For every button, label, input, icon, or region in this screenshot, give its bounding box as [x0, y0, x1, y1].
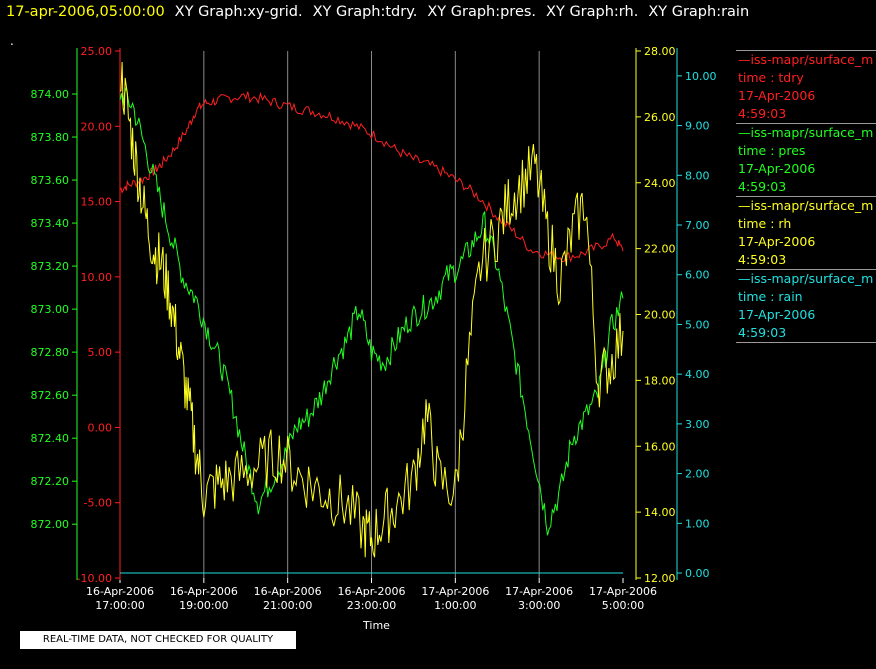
legend-series-time: 4:59:03: [738, 325, 787, 340]
legend-series-time: 4:59:03: [738, 106, 787, 121]
header-graph-pres: XY Graph:pres.: [427, 4, 537, 20]
legend-series-date: 17-Apr-2006: [738, 234, 816, 249]
tdry-tick-label: 15.00: [81, 196, 113, 209]
x-tick-label: 23:00:00: [347, 599, 396, 612]
legend-series-date: 17-Apr-2006: [738, 161, 816, 176]
legend-series-var: time : tdry: [738, 70, 804, 85]
x-tick-label: 1:00:00: [434, 599, 476, 612]
legend-entry-pres: —iss-mapr/surface_m time : pres 17-Apr-2…: [736, 123, 876, 196]
legend-series-line: —iss-mapr/surface_m: [738, 125, 874, 140]
header-graph-xy-grid: XY Graph:xy-grid.: [174, 4, 303, 20]
rh-tick-label: 16.00: [644, 440, 676, 453]
x-tick-label: 16-Apr-2006: [170, 585, 238, 598]
x-tick-label: 17-Apr-2006: [505, 585, 573, 598]
pres-tick-label: 872.80: [31, 346, 70, 359]
rh-tick-label: 18.00: [644, 374, 676, 387]
legend-series-time: 4:59:03: [738, 179, 787, 194]
rain-tick-label: 6.00: [685, 269, 710, 282]
pres-tick-label: 873.20: [31, 260, 70, 273]
x-axis-label: Time: [362, 619, 390, 632]
x-tick-label: 17-Apr-2006: [589, 585, 657, 598]
legend-series-line: —iss-mapr/surface_m: [738, 52, 874, 67]
tdry-tick-label: 20.00: [81, 120, 113, 133]
legend-entry-rh: —iss-mapr/surface_m time : rh 17-Apr-200…: [736, 196, 876, 269]
series-pres-line: [119, 87, 624, 536]
rain-tick-label: 2.00: [685, 468, 710, 481]
tdry-tick-label: 0.00: [88, 421, 113, 434]
legend-series-var: time : rh: [738, 216, 792, 231]
pres-tick-label: 873.40: [31, 217, 70, 230]
rh-tick-label: 28.00: [644, 45, 676, 58]
legend-entry-tdry: —iss-mapr/surface_m time : tdry 17-Apr-2…: [736, 50, 876, 123]
rh-tick-label: 20.00: [644, 309, 676, 322]
pres-tick-label: 873.60: [31, 174, 70, 187]
marker-dot: .: [10, 34, 14, 48]
pres-tick-label: 872.60: [31, 389, 70, 402]
x-tick-label: 21:00:00: [263, 599, 312, 612]
rain-tick-label: 5.00: [685, 318, 710, 331]
x-tick-label: 3:00:00: [518, 599, 560, 612]
legend-series-date: 17-Apr-2006: [738, 307, 816, 322]
rain-tick-label: 8.00: [685, 169, 710, 182]
x-tick-label: 17-Apr-2006: [421, 585, 489, 598]
rh-tick-label: 24.00: [644, 177, 676, 190]
rain-tick-label: 7.00: [685, 219, 710, 232]
x-tick-label: 16-Apr-2006: [337, 585, 405, 598]
pres-tick-label: 872.20: [31, 475, 70, 488]
tdry-tick-label: 10.00: [81, 271, 113, 284]
rh-tick-label: 22.00: [644, 243, 676, 256]
rh-tick-label: 14.00: [644, 506, 676, 519]
rh-tick-label: 12.00: [644, 572, 676, 585]
x-tick-label: 19:00:00: [179, 599, 228, 612]
pres-tick-label: 872.40: [31, 432, 70, 445]
series-rh-line: [119, 61, 624, 558]
legend-series-date: 17-Apr-2006: [738, 88, 816, 103]
tdry-tick-label: -10.00: [77, 572, 112, 585]
legend-series-var: time : pres: [738, 143, 806, 158]
quality-disclaimer: REAL-TIME DATA, NOT CHECKED FOR QUALITY: [20, 631, 296, 649]
rain-tick-label: 1.00: [685, 517, 710, 530]
x-tick-label: 16-Apr-2006: [254, 585, 322, 598]
chart-header: 17-apr-2006,05:00:00 XY Graph:xy-grid. XY …: [6, 4, 749, 20]
pres-tick-label: 872.00: [31, 518, 70, 531]
series-tdry-line: [119, 91, 624, 263]
tdry-tick-label: 25.00: [81, 45, 113, 58]
legend-series-line: —iss-mapr/surface_m: [738, 198, 874, 213]
legend: —iss-mapr/surface_m time : tdry 17-Apr-2…: [736, 50, 876, 343]
tdry-tick-label: 5.00: [88, 346, 113, 359]
rain-tick-label: 4.00: [685, 368, 710, 381]
rain-tick-label: 10.00: [685, 70, 717, 83]
legend-series-line: —iss-mapr/surface_m: [738, 271, 874, 286]
header-datetime: 17-apr-2006,05:00:00: [6, 4, 165, 20]
pres-tick-label: 873.80: [31, 131, 70, 144]
rain-tick-label: 3.00: [685, 418, 710, 431]
x-tick-label: 5:00:00: [602, 599, 644, 612]
legend-entry-rain: —iss-mapr/surface_m time : rain 17-Apr-2…: [736, 269, 876, 343]
rain-tick-label: 9.00: [685, 120, 710, 133]
header-graph-rain: XY Graph:rain: [648, 4, 750, 20]
rain-tick-label: 0.00: [685, 567, 710, 580]
header-graph-tdry: XY Graph:tdry.: [312, 4, 418, 20]
pres-tick-label: 874.00: [31, 88, 70, 101]
legend-series-var: time : rain: [738, 289, 803, 304]
legend-series-time: 4:59:03: [738, 252, 787, 267]
x-tick-label: 17:00:00: [95, 599, 144, 612]
tdry-tick-label: -5.00: [84, 497, 112, 510]
rh-tick-label: 26.00: [644, 111, 676, 124]
pres-tick-label: 873.00: [31, 303, 70, 316]
x-tick-label: 16-Apr-2006: [86, 585, 154, 598]
header-graph-rh: XY Graph:rh.: [546, 4, 639, 20]
